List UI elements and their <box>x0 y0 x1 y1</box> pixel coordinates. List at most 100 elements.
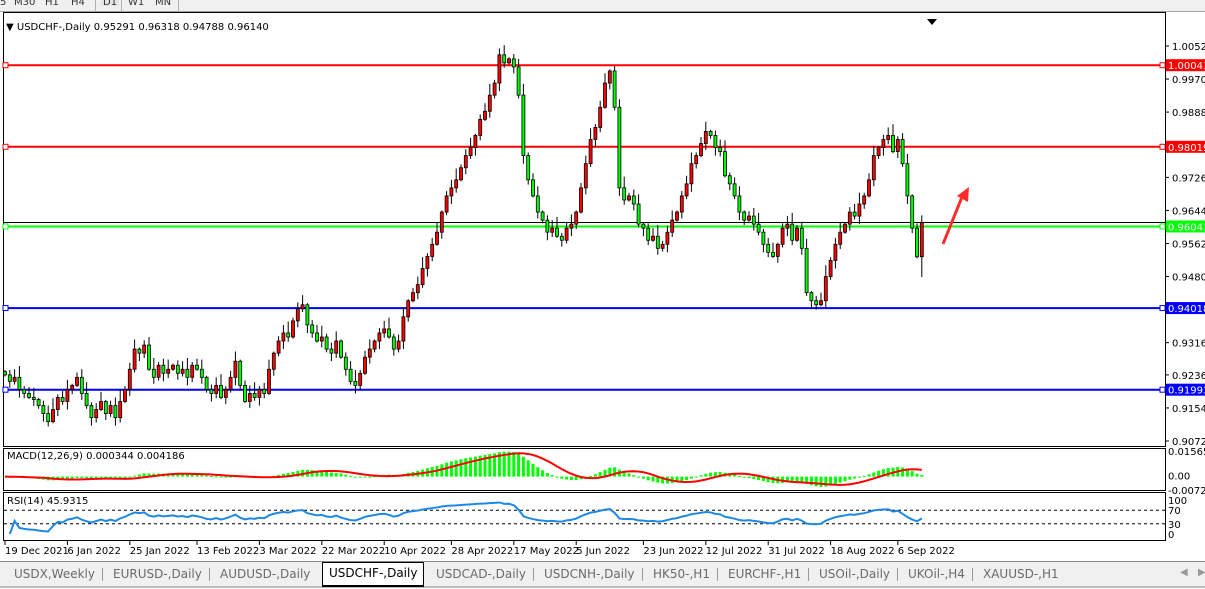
candle-body <box>377 332 382 342</box>
candle <box>598 100 603 133</box>
candle-body <box>607 70 612 84</box>
candle <box>75 372 79 387</box>
macd-histogram-bar <box>128 476 132 478</box>
candle <box>511 54 516 74</box>
candle-body <box>891 135 895 152</box>
candle-body <box>99 401 103 410</box>
candle-body <box>401 316 406 342</box>
macd-histogram-bar <box>886 468 890 477</box>
chart-tabs-bar: USDX,Weekly EURUSD-,Daily AUDUSD-,Daily USD… <box>0 561 1205 588</box>
macd-histogram-bar <box>512 451 516 477</box>
candle-body <box>747 215 751 221</box>
candle-body <box>439 211 444 233</box>
macd-axis-label: -0.00725 <box>1168 486 1205 497</box>
macd-histogram-bar <box>517 453 521 477</box>
tab-usdx-weekly[interactable]: USDX,Weekly <box>14 567 95 581</box>
candle <box>718 139 723 157</box>
candle-body <box>382 328 387 334</box>
candle <box>185 357 190 386</box>
macd-histogram-bar <box>286 473 290 477</box>
candle-body <box>895 139 900 152</box>
candle <box>271 351 276 376</box>
tab-scroll-left-icon[interactable]: ◀ <box>1180 567 1188 578</box>
candle-body <box>238 360 243 386</box>
candle-body <box>147 344 151 370</box>
candle-body <box>387 328 391 338</box>
tab-ukoil-h4[interactable]: UKOil-,H4 <box>908 567 965 581</box>
candle-body <box>852 211 857 217</box>
timeframe-mn[interactable]: MN <box>155 0 172 8</box>
macd-histogram-bar <box>200 474 204 477</box>
timeframe-h4[interactable]: H4 <box>71 0 85 8</box>
candle <box>535 186 540 219</box>
candle <box>243 380 247 404</box>
tab-eurchf-h1[interactable]: EURCHF-,H1 <box>728 567 802 581</box>
candle-body <box>483 110 487 120</box>
tab-usdcnh-daily[interactable]: USDCNH-,Daily <box>544 567 635 581</box>
tab-audusd-daily[interactable]: AUDUSD-,Daily <box>220 567 311 581</box>
candle <box>675 210 679 222</box>
macd-histogram-bar <box>483 454 487 477</box>
candle-body <box>593 127 598 140</box>
candle <box>84 382 89 409</box>
timeframe-h1[interactable]: H1 <box>45 0 59 8</box>
timeframe-d1[interactable]: D1 <box>101 0 120 8</box>
candle-body <box>7 374 12 382</box>
candle <box>55 394 60 417</box>
candle-body <box>185 368 190 378</box>
macd-histogram-bar <box>757 476 761 481</box>
candle-body <box>684 183 689 197</box>
timeframe-w1[interactable]: W1 <box>128 0 145 8</box>
macd-histogram-bar <box>766 476 770 483</box>
macd-histogram-bar <box>454 460 458 477</box>
date-tick-label: 31 Jul 2022 <box>768 546 825 557</box>
chart-shift-marker-icon[interactable] <box>927 19 937 25</box>
candle <box>348 361 353 385</box>
candle-body <box>478 118 483 136</box>
macd-histogram-bar <box>680 476 684 482</box>
tab-xauusd-h1[interactable]: XAUUSD-,H1 <box>983 567 1059 581</box>
candle-body <box>454 179 459 189</box>
macd-histogram-bar <box>675 476 679 483</box>
candle-body <box>761 231 766 245</box>
tab-usdchf-daily[interactable]: USDCHF-,Daily <box>322 562 425 587</box>
candle-body <box>905 163 910 197</box>
candle <box>646 223 651 246</box>
candle-body <box>612 70 617 108</box>
candle-body <box>651 235 655 241</box>
tab-scroll-right-icon[interactable]: ▶ <box>1198 567 1205 578</box>
candle-body <box>84 393 89 406</box>
candle-body <box>372 340 377 350</box>
level-price-tag <box>1166 140 1205 153</box>
tab-usdcad-daily[interactable]: USDCAD-,Daily <box>436 567 526 581</box>
candle <box>895 136 900 159</box>
tab-eurusd-daily[interactable]: EURUSD-,Daily <box>113 567 202 581</box>
candle <box>867 173 871 198</box>
candle-body <box>569 223 574 229</box>
macd-histogram-bar <box>877 470 881 477</box>
macd-histogram-bar <box>857 476 861 478</box>
macd-histogram-bar <box>507 451 511 477</box>
candle <box>775 242 780 263</box>
candle <box>847 207 852 231</box>
macd-histogram-bar <box>795 476 799 483</box>
candle-body <box>502 54 507 64</box>
timeframe-m30[interactable]: M30 <box>14 0 36 8</box>
collapse-triangle-icon[interactable]: ▼ <box>6 22 14 33</box>
timeframe-m5[interactable]: 5 <box>0 0 7 8</box>
candle-body <box>550 227 555 233</box>
candle <box>180 361 185 377</box>
candle <box>195 358 199 371</box>
tab-separator <box>533 568 534 581</box>
candle-body <box>17 376 22 390</box>
candle <box>247 385 252 408</box>
tab-usoil-daily[interactable]: USOil-,Daily <box>819 567 891 581</box>
candle-body <box>799 227 804 249</box>
candle <box>742 210 747 225</box>
candle-body <box>142 344 147 354</box>
tab-hk50-h1[interactable]: HK50-,H1 <box>653 567 710 581</box>
macd-histogram-bar <box>493 453 497 477</box>
ohlc-high: 0.96318 <box>138 22 180 33</box>
